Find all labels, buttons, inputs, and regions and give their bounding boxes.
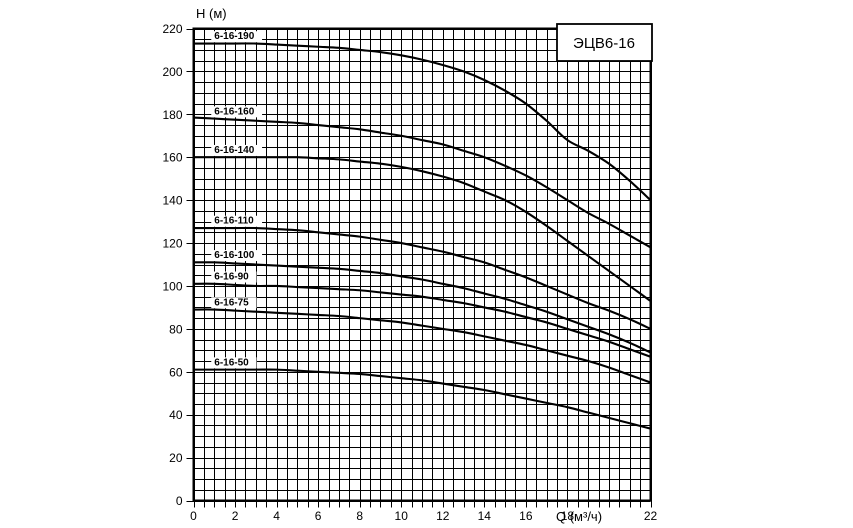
curve-label-background xyxy=(211,31,263,43)
series-title-box: ЭЦВ6-16 xyxy=(556,23,653,62)
x-tick-label: 12 xyxy=(436,509,450,523)
x-tick-label: 6 xyxy=(315,509,322,523)
curve-label: 6-16-160 xyxy=(211,106,263,118)
performance-curve xyxy=(192,226,652,330)
x-axis-title: Q (м³/ч) xyxy=(556,509,602,524)
x-axis-tick-labels: 0 2 4 6 8 10 12 14 16 18 22 xyxy=(190,509,657,523)
performance-curve xyxy=(192,282,652,358)
curve-label-background xyxy=(211,271,257,283)
y-tick-label: 140 xyxy=(162,194,182,208)
curve-label-text: 6-16-160 xyxy=(214,106,254,117)
y-axis-title: H (м) xyxy=(196,6,227,21)
y-tick-label: 220 xyxy=(162,22,182,36)
curve-label-background xyxy=(211,357,257,369)
x-tick-label: 8 xyxy=(356,509,363,523)
x-tick-label: 16 xyxy=(519,509,533,523)
curve-label-background xyxy=(211,106,263,118)
y-axis-tick-labels: 0 20 40 60 80 100 120 140 160 180 200 220 xyxy=(162,22,182,508)
x-tick-label: 0 xyxy=(190,509,197,523)
performance-curve xyxy=(192,261,652,354)
curve-label-background xyxy=(211,297,257,309)
curve-label-background xyxy=(211,250,263,262)
curve-label-text: 6-16-110 xyxy=(214,216,254,227)
curve-label: 6-16-190 xyxy=(211,31,263,43)
performance-curve xyxy=(192,42,652,202)
curve-series-labels: 6-16-190 6-16-160 6-16-140 6-16-110 6-16-100… xyxy=(211,31,263,369)
curve-label-background xyxy=(211,215,263,227)
curve-label: 6-16-110 xyxy=(211,215,263,227)
performance-curve xyxy=(192,156,652,303)
curve-label-text: 6-16-75 xyxy=(214,297,249,308)
curve-label: 6-16-50 xyxy=(211,357,257,369)
x-tick-label: 14 xyxy=(478,509,492,523)
curve-label: 6-16-90 xyxy=(211,271,257,283)
performance-curve xyxy=(192,116,652,249)
axis-tick-marks xyxy=(186,28,653,508)
y-tick-label: 180 xyxy=(162,108,182,122)
curve-label-text: 6-16-190 xyxy=(214,31,254,42)
curve-label: 6-16-100 xyxy=(211,250,263,262)
curve-label-text: 6-16-90 xyxy=(214,272,249,283)
series-title-label: ЭЦВ6-16 xyxy=(573,35,635,52)
curve-label-text: 6-16-140 xyxy=(214,145,254,156)
curve-label: 6-16-75 xyxy=(211,297,257,309)
x-tick-label: 22 xyxy=(644,509,658,523)
x-tick-label: 4 xyxy=(273,509,280,523)
y-tick-label: 100 xyxy=(162,279,182,293)
y-tick-label: 160 xyxy=(162,151,182,165)
y-tick-label: 200 xyxy=(162,65,182,79)
curve-label: 6-16-140 xyxy=(211,144,263,156)
y-tick-label: 60 xyxy=(169,365,183,379)
x-tick-label: 18 xyxy=(561,509,575,523)
y-tick-label: 120 xyxy=(162,237,182,251)
series-title-background xyxy=(556,23,653,62)
curve-label-background xyxy=(211,144,263,156)
y-tick-label: 0 xyxy=(176,494,183,508)
performance-curve xyxy=(192,308,652,384)
y-tick-label: 20 xyxy=(169,451,183,465)
curve-series-group xyxy=(192,42,652,430)
x-tick-label: 2 xyxy=(232,509,239,523)
performance-curve xyxy=(192,368,652,430)
y-tick-label: 40 xyxy=(169,408,183,422)
curve-label-text: 6-16-50 xyxy=(214,357,249,368)
x-tick-label: 10 xyxy=(395,509,409,523)
y-tick-label: 80 xyxy=(169,322,183,336)
curve-label-text: 6-16-100 xyxy=(214,250,254,261)
